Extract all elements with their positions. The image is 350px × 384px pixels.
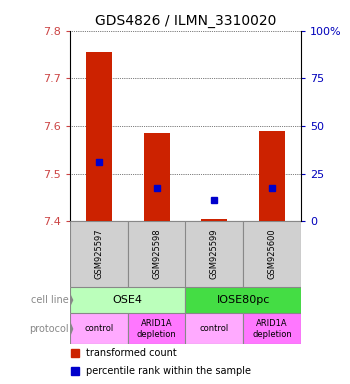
Text: GSM925599: GSM925599 [210, 229, 219, 279]
Bar [259, 131, 285, 221]
Text: cell line: cell line [31, 295, 69, 305]
Text: GSM925597: GSM925597 [94, 228, 103, 279]
Text: control: control [84, 324, 113, 333]
Bar [186, 287, 301, 313]
Bar [70, 221, 128, 287]
Text: percentile rank within the sample: percentile rank within the sample [86, 366, 251, 376]
Text: control: control [200, 324, 229, 333]
Bar [243, 221, 301, 287]
Bar [128, 313, 186, 344]
FancyArrow shape [69, 293, 72, 308]
Bar [186, 313, 243, 344]
Bar [70, 287, 186, 313]
Text: ARID1A
depletion: ARID1A depletion [252, 319, 292, 339]
Text: GSM925598: GSM925598 [152, 228, 161, 279]
Text: GSM925600: GSM925600 [268, 228, 276, 279]
Bar [186, 221, 243, 287]
FancyArrow shape [69, 321, 72, 338]
Text: IOSE80pc: IOSE80pc [217, 295, 270, 305]
Bar [86, 52, 112, 221]
Title: GDS4826 / ILMN_3310020: GDS4826 / ILMN_3310020 [95, 14, 276, 28]
Text: transformed count: transformed count [86, 348, 177, 358]
Bar [201, 219, 228, 221]
Text: protocol: protocol [29, 324, 69, 334]
Text: OSE4: OSE4 [113, 295, 143, 305]
Bar [243, 313, 301, 344]
Text: ARID1A
depletion: ARID1A depletion [137, 319, 176, 339]
Bar [70, 313, 128, 344]
Bar [144, 133, 170, 221]
Bar [128, 221, 186, 287]
